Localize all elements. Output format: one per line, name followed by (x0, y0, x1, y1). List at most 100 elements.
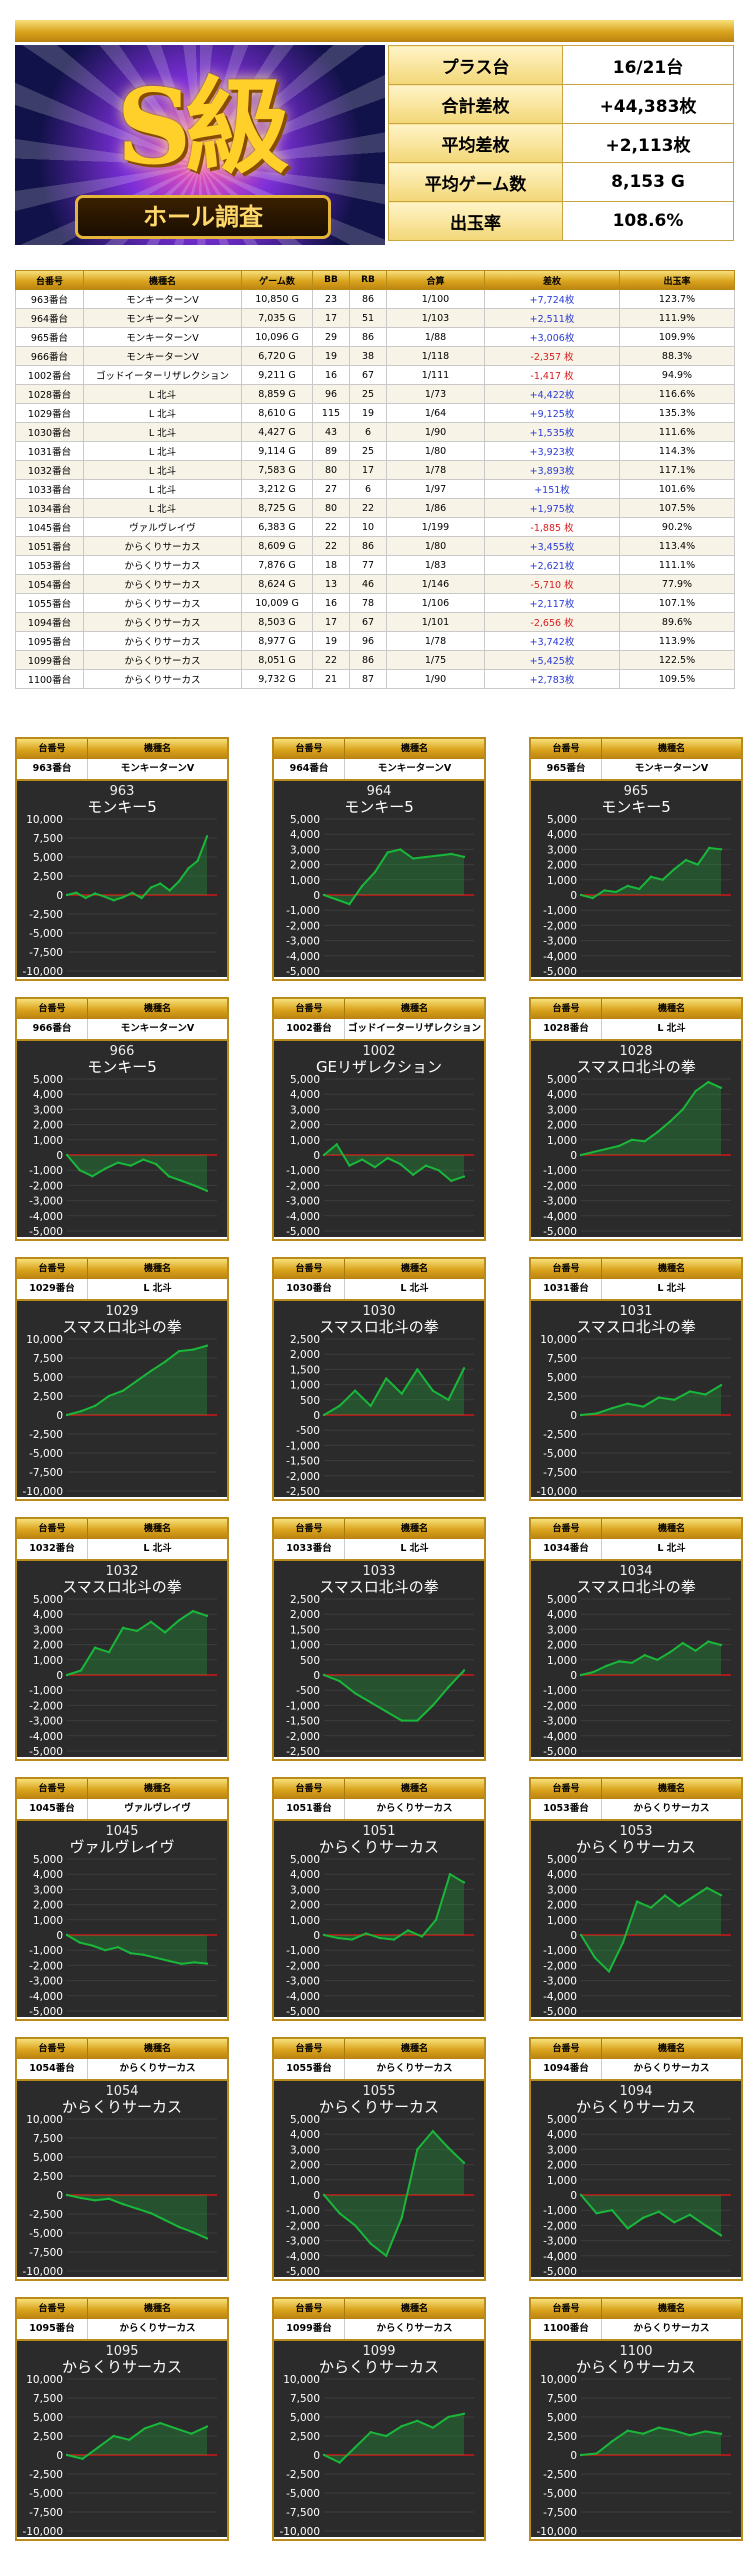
cell-payout-rate: 135.3% (619, 403, 735, 423)
panel-header-number: 台番号 (531, 1519, 602, 1539)
y-tick-label: 1,000 (547, 2175, 577, 2187)
y-tick-label: 5,000 (547, 2114, 577, 2126)
graph-panel: 台番号 機種名 1055番台 からくりサーカス 1055 からくりサーカス 5,000 4,0… (272, 2037, 486, 2281)
panel-model-name: ゴッドイーターリザレクション (347, 1023, 481, 1034)
panel-values: 1095番台 からくりサーカス (17, 2319, 227, 2341)
panel-header: 台番号 機種名 (17, 739, 227, 759)
data-point (617, 1660, 621, 1663)
panel-values: 1099番台 からくりサーカス (274, 2319, 484, 2341)
data-point (656, 1658, 659, 1661)
y-tick-label: -1,500 (286, 1716, 320, 1728)
summary-label: プラス台 (388, 45, 563, 85)
chart-background (17, 2081, 227, 2277)
chart-title: モンキー5 (87, 1058, 157, 1076)
cell-rb-count: 25 (349, 384, 387, 404)
panel-header: 台番号 機種名 (274, 739, 484, 759)
data-point (121, 1626, 125, 1630)
chart-title: モンキー5 (344, 798, 414, 816)
y-tick-label: -5,000 (543, 2266, 577, 2277)
y-tick-label: -3,000 (543, 1196, 577, 1208)
cell-bb-count: 17 (312, 308, 350, 328)
panel-header-model: 機種名 (143, 1004, 171, 1014)
data-point (643, 1140, 646, 1143)
data-point (595, 2452, 598, 2455)
y-tick-label: 5,000 (290, 2114, 320, 2126)
data-point (177, 880, 181, 883)
y-tick-label: 0 (313, 890, 320, 902)
data-point (348, 1164, 351, 1167)
chart-machine-number: 1094 (619, 2084, 652, 2099)
series-line (323, 1669, 465, 1722)
table-row: 1094番台 からくりサーカス 8,503 G 17 67 1/101 -2,656 枚 89… (15, 612, 735, 632)
data-point (450, 1179, 453, 1183)
data-point (205, 2425, 209, 2428)
panel-header-number: 台番号 (274, 739, 345, 759)
y-tick-label: 5,000 (547, 2412, 577, 2424)
chart-machine-number: 965 (624, 784, 649, 799)
cell-machine-number: 1033番台 (15, 479, 84, 499)
data-point (107, 2197, 111, 2200)
panel-machine-number: 1053番台 (531, 1799, 602, 1819)
y-tick-label: -5,000 (29, 1448, 63, 1460)
data-point (614, 890, 618, 894)
cell-combined-odds: 1/78 (386, 631, 485, 651)
series-line (580, 2194, 722, 2237)
top-gold-bar (15, 20, 734, 42)
y-tick-label: 0 (570, 2450, 577, 2462)
data-point (196, 859, 199, 862)
data-point (335, 898, 338, 901)
y-tick-label: -7,500 (286, 2507, 320, 2519)
data-point (673, 867, 676, 871)
y-tick-label: 2,000 (33, 1120, 63, 1132)
summary-row: プラス台 16/21台 (388, 45, 734, 85)
y-tick-label: -2,000 (543, 1180, 577, 1192)
data-point (129, 1952, 132, 1955)
data-point (205, 1344, 209, 1347)
graph-panel: 台番号 機種名 1031番台 L 北斗 1031 スマスロ北斗の拳 10,000 7,500 5… (529, 1257, 743, 1501)
panel-header: 台番号 機種名 (531, 2039, 741, 2059)
y-tick-label: 10,000 (26, 814, 63, 826)
panel-header: 台番号 機種名 (531, 999, 741, 1019)
y-tick-label: 10,000 (540, 2374, 577, 2386)
cell-bb-count: 29 (312, 327, 350, 347)
data-point (431, 2129, 435, 2133)
cell-bb-count: 115 (312, 403, 350, 423)
y-tick-label: -1,000 (286, 1440, 320, 1452)
cell-combined-odds: 1/199 (386, 517, 485, 537)
y-tick-label: -7,500 (543, 2507, 577, 2519)
data-point (681, 1641, 685, 1645)
y-tick-label: 5,000 (547, 814, 577, 826)
panel-header-model: 機種名 (143, 1784, 171, 1794)
y-tick-label: 0 (570, 1150, 577, 1162)
panel-header-model: 機種名 (657, 744, 685, 754)
data-point (400, 2216, 403, 2219)
y-tick-label: -3,000 (29, 1976, 63, 1988)
y-tick-label: 5,000 (290, 1074, 320, 1086)
panel-model-name: モンキーターンV (120, 1023, 195, 1034)
cell-rb-count: 51 (349, 308, 387, 328)
y-tick-label: 2,000 (290, 860, 320, 872)
panel-header: 台番号 機種名 (17, 1519, 227, 1539)
panel-header-number: 台番号 (531, 2039, 602, 2059)
cell-game-count: 8,859 G (241, 384, 313, 404)
chart-background (274, 2341, 484, 2537)
panel-header-model: 機種名 (657, 2304, 685, 2314)
cell-game-count: 8,977 G (241, 631, 313, 651)
panel-model-name: からくりサーカス (119, 2063, 196, 2074)
y-tick-label: 3,000 (290, 1104, 320, 1116)
data-point (177, 2225, 181, 2229)
panel-header: 台番号 機種名 (531, 739, 741, 759)
y-tick-label: 2,500 (33, 2431, 63, 2443)
cell-bb-count: 27 (312, 479, 350, 499)
cell-rb-count: 86 (349, 650, 387, 670)
panel-header-number: 台番号 (17, 1779, 88, 1799)
cell-payout-rate: 77.9% (619, 574, 735, 594)
data-point (434, 1918, 438, 1921)
chart-machine-number: 1002 (362, 1044, 395, 1059)
chart-machine-number: 1031 (619, 1304, 652, 1319)
panel-header: 台番号 機種名 (531, 2299, 741, 2319)
y-tick-label: -5,000 (543, 1746, 577, 1757)
cell-model-name: L 北斗 (83, 403, 242, 423)
